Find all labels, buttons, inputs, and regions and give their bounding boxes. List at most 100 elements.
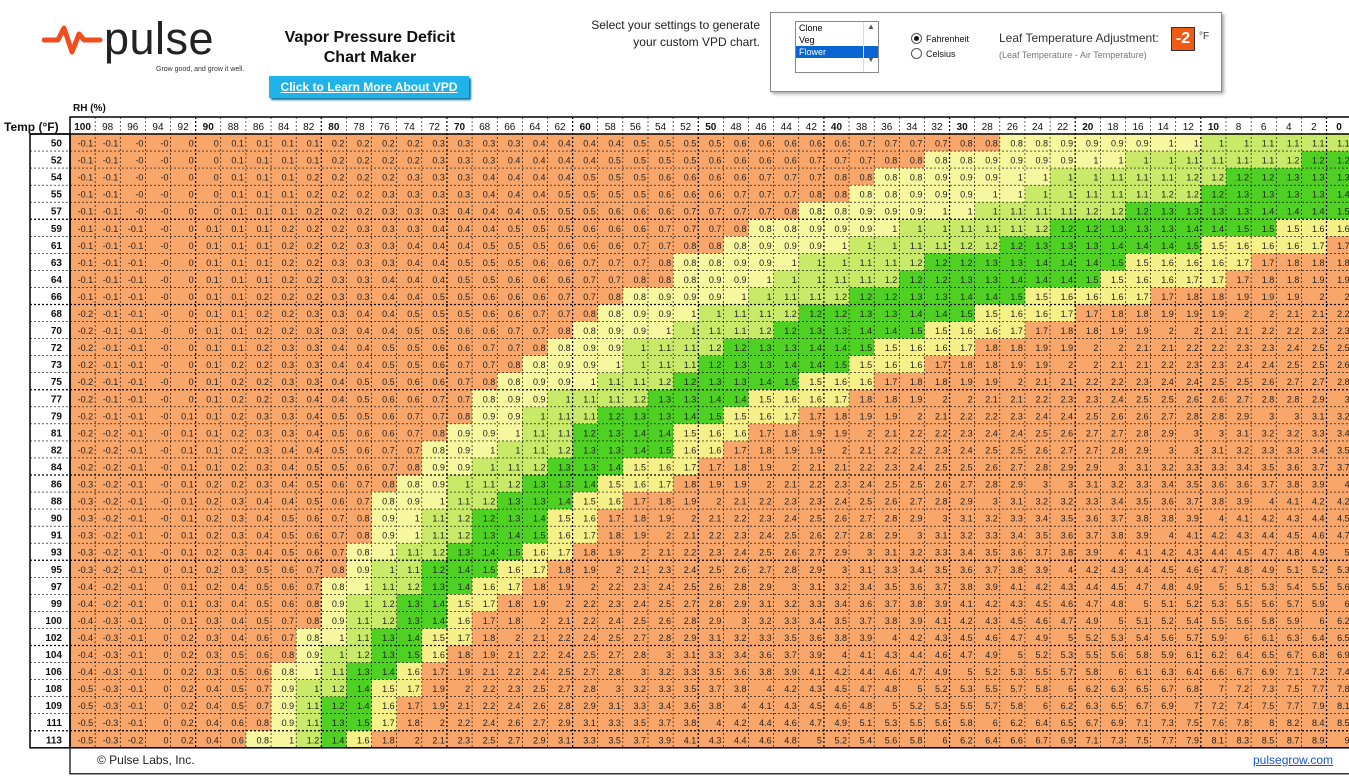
vpd-value-label: 0.3 bbox=[282, 377, 295, 387]
vpd-value-label: 0.5 bbox=[407, 343, 420, 353]
vpd-value-label: 1.7 bbox=[1136, 292, 1149, 302]
vpd-cell bbox=[572, 134, 599, 152]
vpd-value-label: 4.1 bbox=[1136, 548, 1149, 558]
vpd-value-label: 8.1 bbox=[1211, 735, 1224, 745]
vpd-value-label: 0.1 bbox=[231, 241, 244, 251]
radio-selected-icon[interactable] bbox=[911, 33, 922, 44]
vpd-value-label: 0.8 bbox=[533, 360, 546, 370]
listbox-scrollbar[interactable]: ▲ ▼ bbox=[863, 22, 878, 72]
vpd-value-label: -0 bbox=[161, 190, 169, 200]
vpd-value-label: 6.4 bbox=[1312, 633, 1325, 643]
vpd-value-label: 1.6 bbox=[608, 497, 621, 507]
unit-option-fahrenheit[interactable]: Fahrenheit bbox=[911, 33, 969, 44]
vpd-cell bbox=[220, 202, 247, 220]
vpd-value-label: 1 bbox=[1118, 156, 1123, 166]
vpd-value-label: 0.1 bbox=[181, 616, 194, 626]
vpd-value-label: 4 bbox=[1068, 565, 1073, 575]
vpd-value-label: 1.6 bbox=[583, 514, 596, 524]
vpd-cell bbox=[446, 151, 473, 169]
vpd-value-label: 0.7 bbox=[483, 360, 496, 370]
vpd-value-label: 1 bbox=[440, 497, 445, 507]
temp-tick-label: 111 bbox=[46, 718, 62, 729]
vpd-value-label: 0.2 bbox=[206, 531, 219, 541]
vpd-value-label: 1 bbox=[817, 258, 822, 268]
vpd-value-label: -0.2 bbox=[78, 445, 94, 455]
vpd-cell bbox=[522, 185, 548, 203]
vpd-value-label: 2 bbox=[616, 565, 621, 575]
vpd-value-label: 0.4 bbox=[282, 445, 295, 455]
vpd-value-label: 1.8 bbox=[508, 599, 521, 609]
scroll-down-icon[interactable]: ▼ bbox=[867, 55, 875, 64]
rh-tick-label: 44 bbox=[781, 122, 793, 133]
vpd-value-label: 2.3 bbox=[784, 497, 797, 507]
settings-prompt-line-2: your custom VPD chart. bbox=[633, 35, 760, 49]
vpd-value-label: 0.5 bbox=[332, 462, 345, 472]
scroll-up-icon[interactable]: ▲ bbox=[867, 22, 875, 31]
vpd-value-label: 1 bbox=[314, 684, 319, 694]
vpd-value-label: 1.5 bbox=[1111, 258, 1124, 268]
vpd-value-label: 0.9 bbox=[483, 428, 496, 438]
vpd-value-label: 1.9 bbox=[1010, 360, 1023, 370]
vpd-value-label: 5.5 bbox=[985, 684, 998, 694]
vpd-value-label: 2.6 bbox=[1136, 411, 1149, 421]
vpd-value-label: -0.3 bbox=[103, 684, 119, 694]
vpd-value-label: 2.4 bbox=[1061, 411, 1074, 421]
vpd-value-label: 2.2 bbox=[684, 548, 697, 558]
vpd-value-label: 0.9 bbox=[332, 599, 345, 609]
leaf-adjust-input[interactable]: -2 bbox=[1171, 27, 1195, 51]
vpd-value-label: 1 bbox=[515, 445, 520, 455]
vpd-value-label: 1 bbox=[365, 599, 370, 609]
temp-tick-label: 50 bbox=[51, 139, 63, 150]
vpd-value-label: 0.7 bbox=[659, 224, 672, 234]
vpd-value-label: 1.3 bbox=[1237, 207, 1250, 217]
vpd-value-label: 1.1 bbox=[1036, 207, 1049, 217]
vpd-cell bbox=[472, 168, 498, 186]
vpd-value-label: 4.7 bbox=[1136, 582, 1149, 592]
footer-site-link[interactable]: pulsegrow.com bbox=[1253, 753, 1334, 767]
vpd-value-label: 1.4 bbox=[533, 514, 546, 524]
vpd-value-label: -0.3 bbox=[103, 718, 119, 728]
vpd-value-label: 6.2 bbox=[1010, 718, 1023, 728]
vpd-value-label: 1 bbox=[666, 326, 671, 336]
vpd-value-label: 0.2 bbox=[307, 258, 320, 268]
vpd-value-label: 1.7 bbox=[1262, 258, 1275, 268]
vpd-value-label: 3.9 bbox=[1237, 497, 1250, 507]
vpd-value-label: 0.9 bbox=[558, 360, 571, 370]
rh-tick-label: 40 bbox=[831, 122, 843, 133]
vpd-value-label: 8.2 bbox=[1287, 718, 1300, 728]
vpd-cell bbox=[195, 202, 222, 220]
vpd-value-label: -0 bbox=[161, 275, 169, 285]
vpd-value-label: 1.9 bbox=[809, 428, 822, 438]
vpd-value-label: 3.7 bbox=[1337, 462, 1349, 472]
stage-option-veg[interactable]: Veg bbox=[799, 35, 815, 45]
vpd-value-label: 0.4 bbox=[432, 275, 445, 285]
vpd-value-label: 0.8 bbox=[684, 241, 697, 251]
vpd-value-label: -0.1 bbox=[128, 582, 144, 592]
vpd-value-label: 0.9 bbox=[282, 684, 295, 694]
vpd-cell bbox=[622, 236, 649, 254]
vpd-value-label: 1.2 bbox=[709, 360, 722, 370]
vpd-value-label: 0.1 bbox=[206, 292, 219, 302]
vpd-value-label: 0.3 bbox=[407, 207, 420, 217]
temp-tick-label: 77 bbox=[51, 394, 63, 405]
vpd-value-label: 6.9 bbox=[1061, 735, 1074, 745]
vpd-value-label: 3.7 bbox=[633, 735, 646, 745]
vpd-value-label: 1.9 bbox=[1186, 309, 1199, 319]
vpd-value-label: 0.7 bbox=[659, 241, 672, 251]
vpd-value-label: 1.5 bbox=[784, 377, 797, 387]
vpd-value-label: 4 bbox=[1118, 548, 1123, 558]
settings-prompt-line-1: Select your settings to generate bbox=[591, 18, 760, 32]
vpd-value-label: 7.7 bbox=[1287, 701, 1300, 711]
vpd-value-label: 4.4 bbox=[1211, 548, 1224, 558]
stage-option-flower[interactable]: Flower bbox=[796, 46, 878, 58]
vpd-value-label: 1.3 bbox=[558, 462, 571, 472]
unit-option-celsius[interactable]: Celsius bbox=[911, 48, 956, 59]
radio-unselected-icon[interactable] bbox=[911, 48, 922, 59]
vpd-cell bbox=[346, 185, 372, 203]
learn-vpd-button[interactable]: Click to Learn More About VPD bbox=[269, 76, 469, 98]
stage-option-clone[interactable]: Clone bbox=[799, 23, 823, 33]
vpd-value-label: 1.9 bbox=[1161, 309, 1174, 319]
vpd-cell bbox=[170, 185, 196, 203]
grow-stage-listbox[interactable]: Clone Veg Flower ▲ ▼ bbox=[795, 21, 879, 73]
vpd-value-label: 2.8 bbox=[684, 616, 697, 626]
